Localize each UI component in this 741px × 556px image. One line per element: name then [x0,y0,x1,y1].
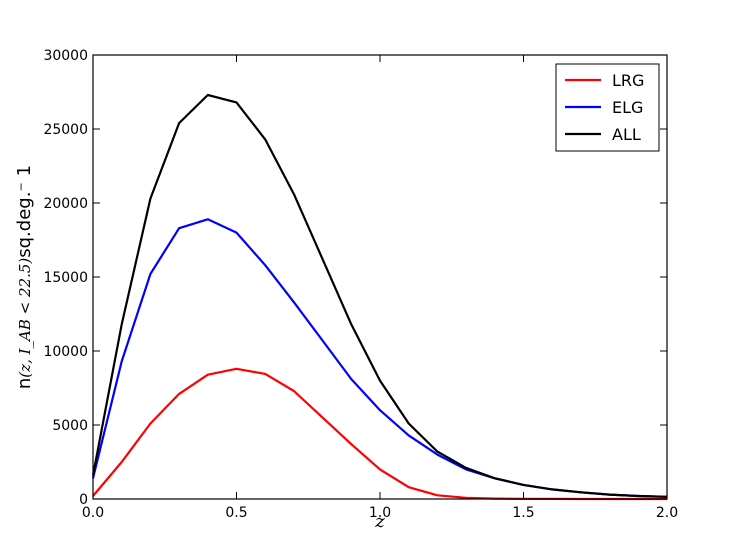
legend-label-elg: ELG [612,98,643,117]
tick-labels: 0.0 0.5 1.0 1.5 2.0 0 5000 10000 15000 20000 25000… [43,48,678,521]
axis-ticks [92,54,668,500]
y-axis-label-suffix: sq.deg.⁻ 1 [14,165,35,258]
legend: LRG ELG ALL [555,63,660,152]
y-tick-label: 25000 [43,122,88,138]
y-axis-label: n(z, I_AB < 22.5)sq.deg.⁻ 1 [14,165,35,389]
svg-text:n(z, I_AB < 22.5)sq.deg.⁻ 1: n(z, I_AB < 22.5)sq.deg.⁻ 1 [14,165,35,389]
y-tick-label: 0 [79,492,88,508]
x-axis-label: z [374,511,385,532]
x-tick-label: 0.0 [82,505,104,521]
y-axis-label-prefix: n [14,378,35,389]
y-tick-label: 15000 [43,270,88,286]
x-tick-label: 2.0 [656,505,678,521]
y-tick-label: 30000 [43,48,88,64]
series-lines [91,93,668,501]
series-line-lrg [92,367,667,501]
legend-label-lrg: LRG [612,71,644,90]
legend-label-all: ALL [612,125,641,144]
y-axis-label-math: (z, I_AB < 22.5) [16,258,34,378]
x-tick-label: 0.5 [225,505,247,521]
y-tick-label: 20000 [43,196,88,212]
series-line-elg [91,218,668,498]
y-tick-label: 5000 [52,418,88,434]
x-tick-label: 1.0 [369,505,391,521]
x-tick-label: 1.5 [512,505,534,521]
series-line-all [91,93,668,498]
y-tick-label: 10000 [43,344,88,360]
